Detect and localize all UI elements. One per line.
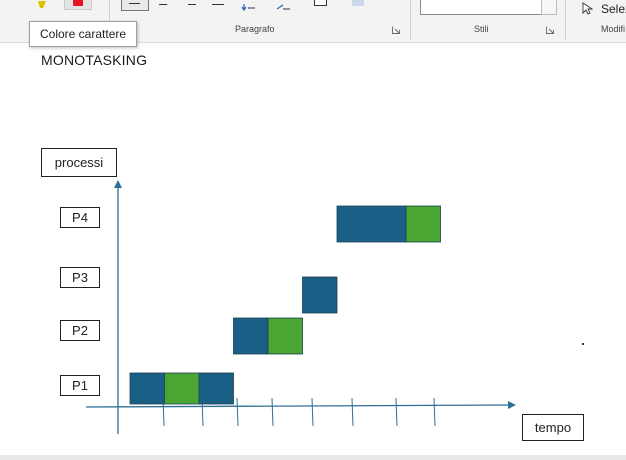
paragraph-group-label: Paragrafo <box>235 24 275 34</box>
font-color-tooltip: Colore carattere <box>29 21 138 47</box>
process-label-p1: P1 <box>60 375 100 396</box>
shading-icon <box>276 4 290 10</box>
select-button[interactable]: Selez <box>582 2 626 18</box>
borders-button[interactable] <box>314 0 327 6</box>
styles-gallery-scroll[interactable] <box>541 0 557 15</box>
x-axis-tick <box>395 397 398 427</box>
highlight-color-button[interactable] <box>36 0 50 8</box>
gantt-bar-p1 <box>198 372 234 405</box>
process-label-p2: P2 <box>60 320 100 341</box>
styles-group-label: Stili <box>474 24 489 34</box>
select-button-label: Selez <box>601 2 626 16</box>
stray-dot <box>582 343 584 345</box>
x-axis-tick <box>351 397 354 427</box>
font-color-button[interactable] <box>64 0 92 10</box>
dialog-launcher-icon <box>546 26 554 34</box>
ribbon-separator <box>565 0 566 40</box>
gantt-bar-p4 <box>405 205 441 243</box>
paragraph-dialog-launcher[interactable] <box>392 26 400 34</box>
justify-icon <box>212 4 224 5</box>
select-cursor-icon <box>582 2 593 15</box>
show-formatting-button[interactable] <box>352 0 364 6</box>
editing-group-label: Modifi <box>601 24 626 34</box>
x-axis-tick <box>236 397 239 427</box>
ribbon-separator <box>109 0 110 40</box>
styles-dialog-launcher[interactable] <box>546 26 554 34</box>
x-axis-tick <box>311 397 314 427</box>
bottom-bar <box>0 455 626 460</box>
align-center-button[interactable] <box>157 2 169 8</box>
x-axis-tick <box>433 397 436 427</box>
gantt-bar-p4 <box>336 205 407 243</box>
x-axis-label: tempo <box>522 414 584 441</box>
x-axis-tick <box>271 397 274 427</box>
ribbon-separator <box>410 0 411 40</box>
line-spacing-icon <box>241 4 255 12</box>
justify-button[interactable] <box>211 2 225 8</box>
document-title: MONOTASKING <box>41 52 148 68</box>
align-left-icon <box>129 3 140 4</box>
gantt-bar-p1 <box>164 372 200 405</box>
process-label-p3: P3 <box>60 267 100 288</box>
gantt-bar-p3 <box>302 276 338 314</box>
y-axis-label: processi <box>41 148 117 177</box>
process-label-p4: P4 <box>60 207 100 228</box>
line-spacing-button[interactable] <box>240 0 256 12</box>
align-left-button[interactable] <box>121 0 149 11</box>
shading-button[interactable] <box>275 0 291 10</box>
dialog-launcher-icon <box>392 26 400 34</box>
gantt-bar-p1 <box>129 372 165 405</box>
font-color-swatch <box>73 0 83 6</box>
highlighter-icon <box>38 1 46 8</box>
x-axis-line <box>85 401 516 410</box>
gantt-bar-p2 <box>267 317 303 355</box>
gantt-bar-p2 <box>233 317 269 355</box>
align-right-button[interactable] <box>186 2 198 8</box>
align-right-icon <box>188 4 196 5</box>
align-center-icon <box>159 4 167 5</box>
